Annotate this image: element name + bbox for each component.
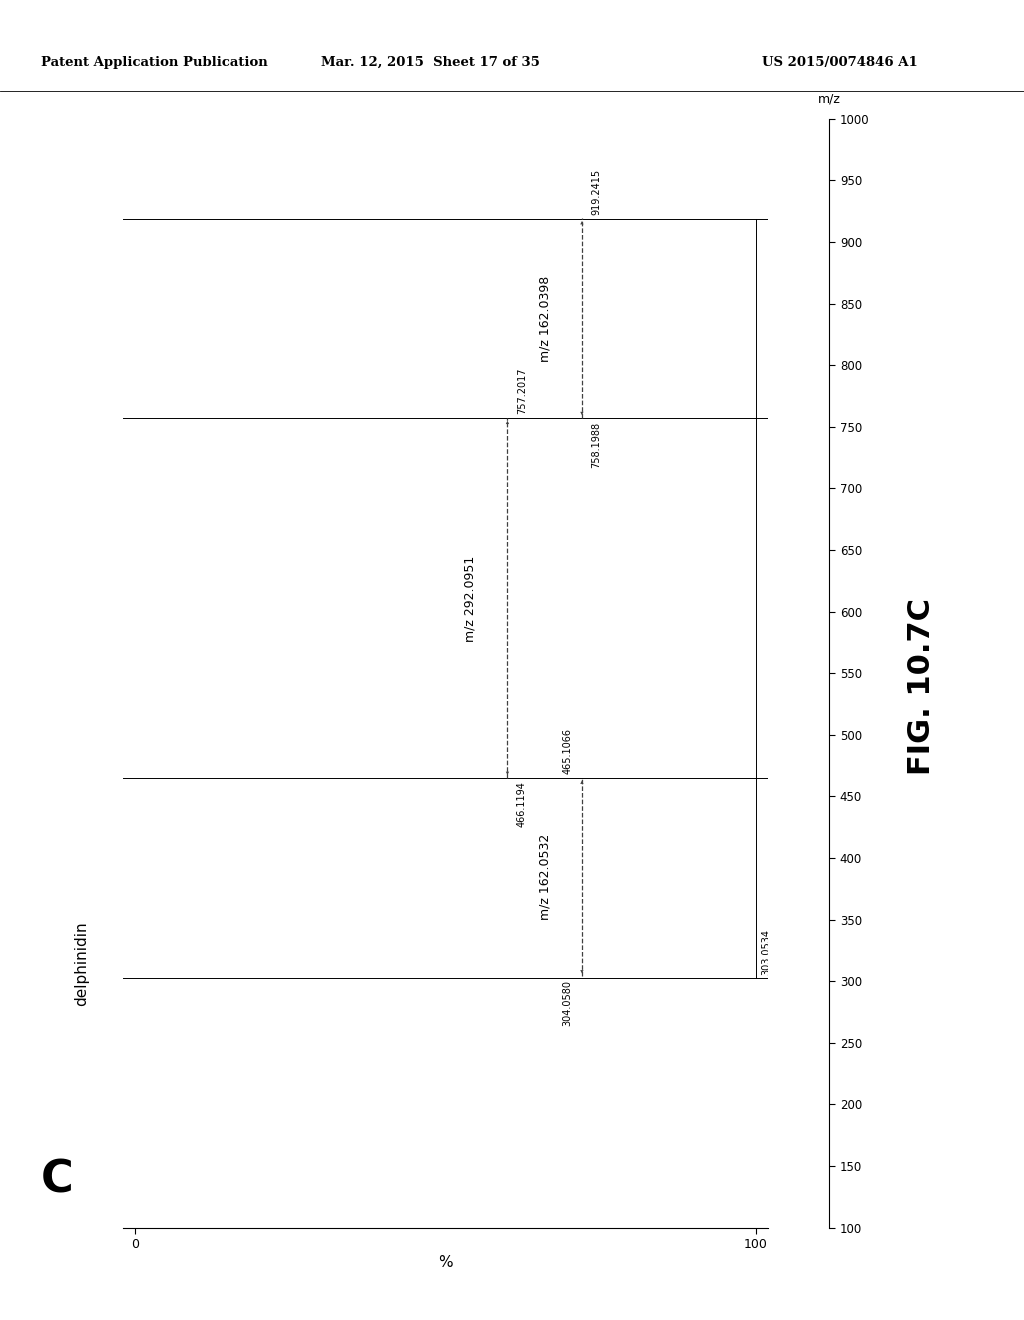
Text: m/z 162.0398: m/z 162.0398 <box>539 276 551 362</box>
Text: 303.0534: 303.0534 <box>762 929 772 975</box>
Text: 466.1194: 466.1194 <box>517 781 526 828</box>
Text: Mar. 12, 2015  Sheet 17 of 35: Mar. 12, 2015 Sheet 17 of 35 <box>321 57 540 69</box>
Text: C: C <box>41 1158 74 1201</box>
Text: FIG. 10.7C: FIG. 10.7C <box>907 598 936 775</box>
Text: 758.1988: 758.1988 <box>591 421 601 467</box>
Text: m/z 292.0951: m/z 292.0951 <box>464 556 477 643</box>
Text: delphinidin: delphinidin <box>75 921 89 1006</box>
Text: m/z: m/z <box>818 92 841 106</box>
Text: 465.1066: 465.1066 <box>562 729 572 774</box>
Text: 919.2415: 919.2415 <box>591 169 601 215</box>
Text: Patent Application Publication: Patent Application Publication <box>41 57 267 69</box>
Text: 304.0580: 304.0580 <box>562 979 572 1026</box>
Text: m/z 162.0532: m/z 162.0532 <box>539 833 551 920</box>
Text: 757.2017: 757.2017 <box>517 368 526 414</box>
X-axis label: %: % <box>438 1255 453 1270</box>
Text: US 2015/0074846 A1: US 2015/0074846 A1 <box>762 57 918 69</box>
